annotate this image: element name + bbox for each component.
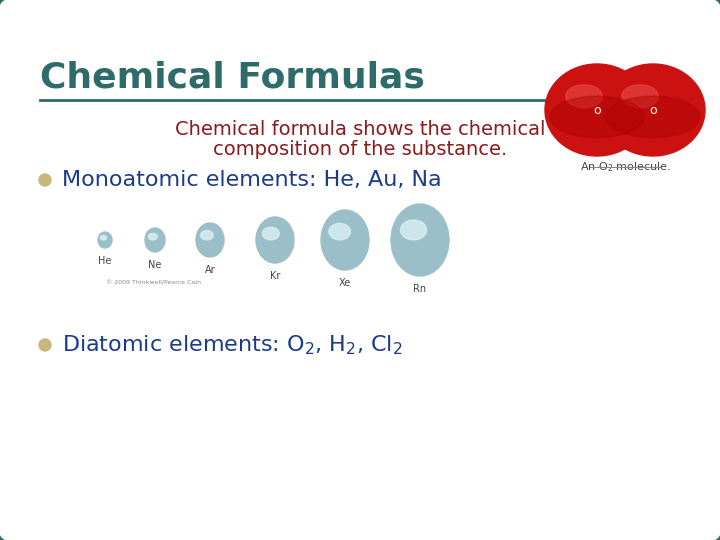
Ellipse shape bbox=[201, 231, 213, 240]
Ellipse shape bbox=[145, 228, 165, 252]
Ellipse shape bbox=[98, 232, 112, 248]
Ellipse shape bbox=[329, 224, 351, 240]
Ellipse shape bbox=[622, 85, 658, 107]
Ellipse shape bbox=[321, 210, 369, 270]
Text: composition of the substance.: composition of the substance. bbox=[213, 140, 507, 159]
Text: He: He bbox=[99, 256, 112, 266]
Ellipse shape bbox=[262, 227, 279, 240]
Text: Monoatomic elements: He, Au, Na: Monoatomic elements: He, Au, Na bbox=[62, 170, 441, 190]
Ellipse shape bbox=[601, 64, 705, 156]
Ellipse shape bbox=[400, 220, 427, 240]
Text: o: o bbox=[649, 104, 657, 117]
Text: Diatomic elements: O$_2$, H$_2$, Cl$_2$: Diatomic elements: O$_2$, H$_2$, Cl$_2$ bbox=[62, 333, 402, 357]
Ellipse shape bbox=[566, 85, 602, 107]
Circle shape bbox=[39, 339, 51, 351]
Ellipse shape bbox=[391, 204, 449, 276]
Ellipse shape bbox=[148, 233, 157, 240]
Ellipse shape bbox=[550, 96, 644, 138]
Ellipse shape bbox=[606, 96, 700, 138]
Text: Ar: Ar bbox=[204, 265, 215, 275]
Text: o: o bbox=[593, 104, 600, 117]
Text: © 2009 Thinkwell/Pearce Cain: © 2009 Thinkwell/Pearce Cain bbox=[106, 280, 201, 285]
Text: Kr: Kr bbox=[270, 271, 280, 281]
Circle shape bbox=[39, 174, 51, 186]
Text: Chemical Formulas: Chemical Formulas bbox=[40, 60, 425, 94]
Text: Ne: Ne bbox=[148, 260, 162, 270]
Ellipse shape bbox=[545, 64, 649, 156]
Text: Xe: Xe bbox=[339, 278, 351, 288]
Text: Rn: Rn bbox=[413, 284, 426, 294]
Ellipse shape bbox=[196, 223, 224, 257]
Ellipse shape bbox=[100, 235, 107, 240]
Text: Chemical formula shows the chemical: Chemical formula shows the chemical bbox=[175, 120, 545, 139]
Text: An O$_2$ molecule.: An O$_2$ molecule. bbox=[580, 160, 670, 174]
Ellipse shape bbox=[256, 217, 294, 263]
